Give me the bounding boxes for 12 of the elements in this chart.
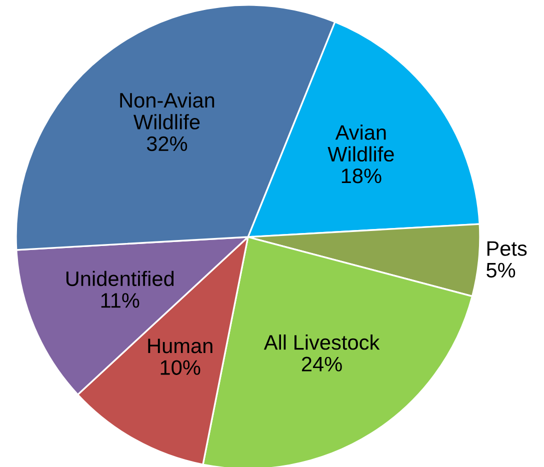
data-label: 11% — [101, 293, 140, 308]
slice-label: Avian Wildlife — [328, 124, 394, 162]
data-label: 24% — [302, 356, 342, 372]
slice-label: Unidentified — [66, 270, 174, 286]
data-label: 10% — [160, 360, 200, 375]
slice-label: Non-Avian Wildlife — [120, 92, 214, 130]
data-label: 5% — [486, 262, 516, 278]
data-label: 18% — [342, 168, 382, 184]
slice-label: All Livestock — [264, 334, 380, 350]
slice-label: Human — [148, 338, 212, 354]
data-label: 32% — [146, 136, 188, 152]
slice-label: Pets — [487, 241, 527, 256]
